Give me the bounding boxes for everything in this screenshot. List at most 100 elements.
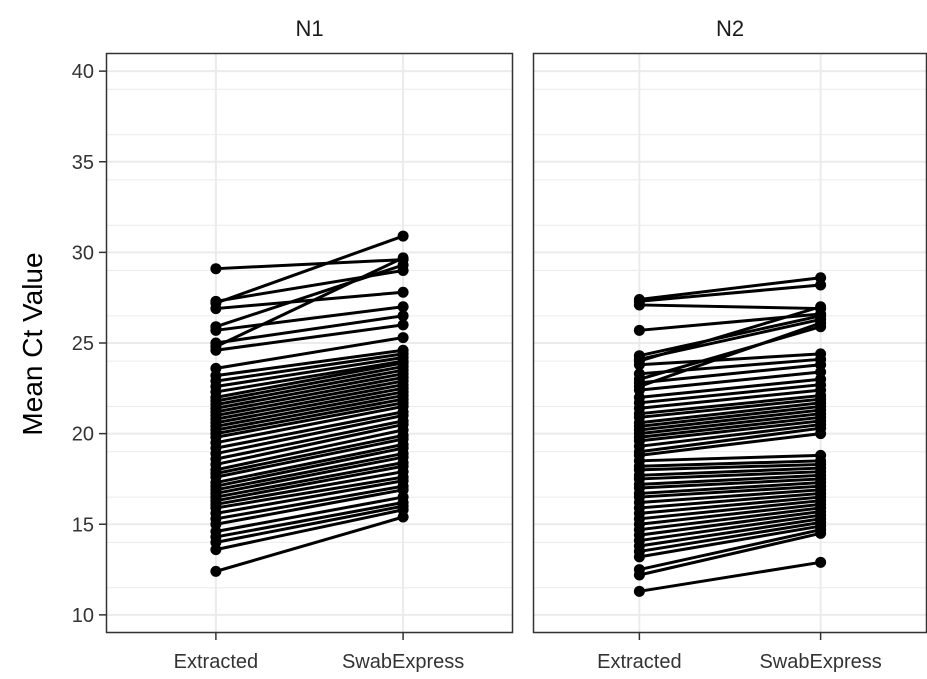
pair-line	[215, 368, 404, 407]
y-tick-label: 10	[72, 605, 94, 627]
panel-n2: N2 Extracted SwabExpress	[532, 16, 927, 673]
y-tick-label: 25	[72, 333, 94, 355]
pair-line	[215, 410, 404, 450]
y-tick-label: 30	[72, 242, 94, 264]
pair-line	[215, 375, 404, 414]
pair-line	[639, 408, 821, 432]
pair-line	[215, 379, 404, 417]
pair-line	[639, 419, 821, 443]
point-extracted	[210, 341, 222, 353]
pair-line	[639, 462, 821, 472]
pair-line	[639, 513, 821, 543]
pair-line	[215, 263, 404, 329]
point-extracted	[633, 373, 645, 385]
pair-line	[215, 234, 404, 305]
pair-line	[215, 488, 404, 526]
pair-line	[215, 401, 404, 439]
point-swabexpress	[815, 272, 827, 284]
pair-line	[639, 520, 821, 553]
pair-line	[215, 348, 404, 378]
pair-line	[638, 321, 822, 388]
pair-line	[215, 394, 404, 432]
pair-line	[215, 501, 404, 539]
pair-line	[639, 383, 821, 405]
point-swabexpress	[397, 344, 409, 356]
pair-line	[215, 305, 404, 332]
pair-line	[639, 531, 821, 577]
pair-line	[215, 475, 404, 510]
pair-line	[639, 276, 821, 301]
pair-line	[215, 414, 404, 456]
point-swabexpress	[397, 319, 409, 331]
x-tick-label: SwabExpress	[342, 651, 464, 673]
pair-line	[639, 481, 821, 495]
point-extracted	[210, 297, 222, 309]
pair-line	[639, 484, 821, 499]
point-extracted	[633, 564, 645, 576]
pair-line	[639, 404, 821, 428]
pair-line	[639, 363, 821, 385]
pair-line	[639, 488, 821, 504]
pair-line	[215, 479, 404, 515]
point-swabexpress	[815, 348, 827, 360]
panel-title: N1	[295, 16, 323, 41]
pair-line	[639, 477, 821, 490]
y-tick-label: 15	[72, 514, 94, 536]
point-swabexpress	[815, 449, 827, 461]
pair-line	[215, 356, 404, 388]
pair-line	[639, 453, 821, 463]
pair-line	[215, 437, 404, 479]
pair-line	[639, 394, 821, 416]
pair-line	[215, 461, 404, 499]
pair-line	[639, 528, 821, 572]
pair-line	[215, 336, 404, 370]
pair-line	[639, 502, 821, 526]
pair-line	[215, 455, 404, 495]
pair-line	[639, 495, 821, 515]
point-extracted	[210, 263, 222, 275]
pair-line	[639, 560, 821, 593]
pair-line	[639, 491, 821, 510]
pair-line	[638, 305, 822, 363]
pair-line	[215, 428, 404, 472]
pair-line	[639, 510, 821, 537]
pair-line	[215, 443, 404, 485]
pair-line	[215, 390, 404, 428]
pair-line	[215, 484, 404, 521]
y-tick-label: 35	[72, 152, 94, 174]
pair-line	[639, 426, 821, 454]
pair-line	[215, 508, 404, 552]
point-swabexpress	[397, 332, 409, 344]
pair-line	[215, 452, 404, 492]
point-swabexpress	[815, 301, 827, 313]
pair-line	[215, 372, 404, 410]
point-swabexpress	[397, 286, 409, 298]
point-extracted	[210, 565, 222, 577]
y-axis: 10 15 20 25 30 35 40	[72, 61, 106, 627]
pair-line	[638, 325, 822, 381]
pair-line	[639, 314, 821, 358]
pair-line	[639, 499, 821, 521]
point-swabexpress	[397, 310, 409, 322]
panels-layer: N1 Extracted SwabExpress N2 Extracted SwabExp…	[105, 16, 927, 673]
pair-line	[639, 432, 821, 457]
pair-line	[215, 352, 404, 383]
pair-line	[639, 423, 821, 448]
pair-line	[215, 361, 404, 399]
panel-title: N2	[716, 16, 744, 41]
pair-line	[215, 256, 404, 348]
pair-line	[215, 446, 404, 488]
pair-line	[639, 517, 821, 548]
pair-line	[215, 404, 404, 445]
pair-line	[639, 397, 821, 419]
point-extracted	[633, 294, 645, 305]
pair-line	[639, 370, 821, 392]
point-extracted	[633, 585, 645, 597]
pair-line	[639, 283, 821, 303]
pair-line	[639, 524, 821, 559]
point-swabexpress	[397, 301, 409, 313]
pair-line	[639, 473, 821, 486]
pair-line	[215, 515, 404, 573]
pair-line	[215, 464, 404, 503]
